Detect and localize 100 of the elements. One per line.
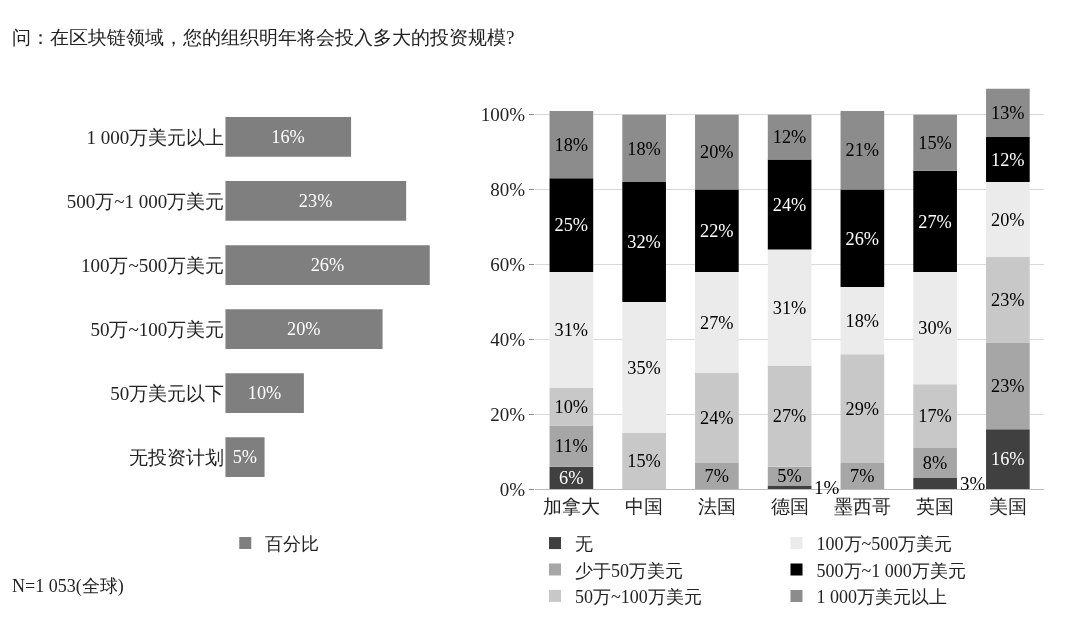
bar xyxy=(986,343,1030,430)
data-label: 23% xyxy=(991,290,1025,311)
bar xyxy=(913,384,957,448)
bar xyxy=(840,354,885,463)
y-tick-label: 1 000万美元以上 xyxy=(86,126,225,148)
data-label: 26% xyxy=(845,228,880,249)
bar xyxy=(767,159,812,250)
data-label: 18% xyxy=(627,138,661,159)
x-tick-label: 德国 xyxy=(770,496,809,517)
bar xyxy=(913,170,957,272)
data-label: 29% xyxy=(845,398,880,419)
x-tick-label: 美国 xyxy=(988,496,1027,517)
data-label: 18% xyxy=(554,134,589,155)
data-label: 18% xyxy=(845,310,880,331)
x-tick-label: 加拿大 xyxy=(542,496,600,517)
y-tick-label: 100万~500万美元 xyxy=(80,254,225,276)
data-label: 10% xyxy=(554,397,589,418)
data-label: 13% xyxy=(991,103,1025,124)
bar xyxy=(913,114,957,171)
data-label: 20% xyxy=(700,142,734,163)
y-tick-label: 50万~100万美元 xyxy=(90,318,225,340)
bar xyxy=(913,271,957,385)
bar xyxy=(549,271,594,389)
y-tick-label: 40% xyxy=(490,329,526,351)
data-label: 7% xyxy=(850,466,875,487)
data-label: 5% xyxy=(232,447,258,468)
legend-label: 1 000万美元以上 xyxy=(816,586,947,607)
bar xyxy=(986,256,1030,344)
bar xyxy=(695,114,739,190)
data-label: 15% xyxy=(627,451,661,472)
bar xyxy=(986,182,1030,257)
data-label: 30% xyxy=(918,318,952,339)
bar xyxy=(549,110,594,179)
data-label: 10% xyxy=(247,383,282,404)
bar xyxy=(622,433,666,490)
bar xyxy=(986,88,1030,138)
data-label: 6% xyxy=(559,468,584,489)
legend-label: 500万~1 000万美元 xyxy=(816,560,966,581)
bar xyxy=(695,373,739,463)
chart-title: 问：在区块链领域，您的组织明年将会投入多大的投资规模? xyxy=(12,27,515,48)
bar xyxy=(225,245,430,285)
data-label: 27% xyxy=(772,406,807,427)
bar xyxy=(986,429,1030,490)
data-label: 12% xyxy=(991,149,1025,170)
text: N=1 053(全球) xyxy=(12,576,124,597)
bar xyxy=(695,271,739,374)
y-tick-label: 0% xyxy=(499,478,526,500)
legend-label: 百分比 xyxy=(265,534,320,555)
bar xyxy=(622,301,666,434)
bar xyxy=(767,365,812,467)
bar xyxy=(767,485,812,490)
y-tick-label: 20% xyxy=(490,403,526,425)
bar xyxy=(225,309,383,349)
bar xyxy=(986,137,1030,183)
data-label: 27% xyxy=(700,312,734,333)
y-tick-label: 500万~1 000万美元 xyxy=(66,190,225,212)
data-label: 3% xyxy=(960,473,986,494)
bar xyxy=(225,373,304,413)
bar xyxy=(549,178,594,272)
bar xyxy=(622,114,666,183)
bar xyxy=(622,182,666,302)
data-label: 32% xyxy=(627,232,661,253)
bar xyxy=(225,181,407,221)
data-label: 7% xyxy=(704,466,729,487)
data-label: 22% xyxy=(700,221,734,242)
bar xyxy=(840,110,885,190)
bar xyxy=(840,189,885,287)
y-tick-label: 无投资计划 xyxy=(129,446,225,468)
y-tick-label: 50万美元以下 xyxy=(110,382,225,404)
data-label: 23% xyxy=(991,376,1025,397)
data-label: 26% xyxy=(310,255,345,276)
data-label: 31% xyxy=(554,320,589,341)
x-tick-label: 中国 xyxy=(625,496,664,517)
data-label: 17% xyxy=(918,406,952,427)
data-label: 11% xyxy=(554,436,588,457)
legend-label: 少于50万美元 xyxy=(575,560,683,581)
data-label: 15% xyxy=(918,133,952,153)
bar xyxy=(225,117,352,157)
bar xyxy=(695,189,739,272)
data-label: 21% xyxy=(845,140,880,161)
legend-label: 无 xyxy=(575,534,593,555)
legend-label: 100万~500万美元 xyxy=(816,534,953,555)
data-label: 24% xyxy=(700,408,734,429)
x-tick-label: 法国 xyxy=(697,496,736,517)
data-label: 23% xyxy=(298,191,333,212)
data-label: 27% xyxy=(918,211,952,232)
data-label: 31% xyxy=(772,297,807,318)
x-tick-label: 墨西哥 xyxy=(833,496,891,517)
data-label: 20% xyxy=(287,319,321,340)
data-label: 35% xyxy=(627,357,661,378)
bar xyxy=(767,249,812,366)
bar xyxy=(913,477,957,490)
data-label: 12% xyxy=(772,127,807,148)
bar xyxy=(840,286,885,355)
y-tick-label: 60% xyxy=(490,254,526,276)
data-label: 1% xyxy=(814,477,840,498)
data-label: 24% xyxy=(772,194,807,215)
data-label: 16% xyxy=(991,449,1025,470)
x-tick-label: 英国 xyxy=(916,496,955,517)
data-label: 25% xyxy=(554,215,589,236)
